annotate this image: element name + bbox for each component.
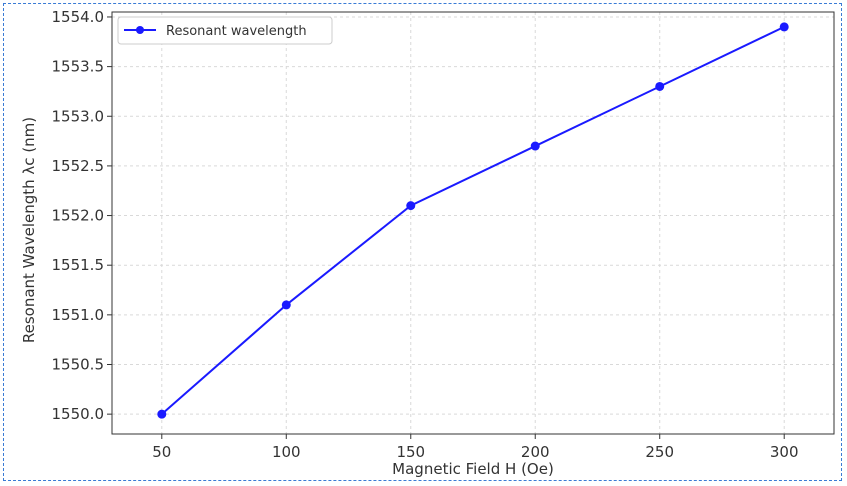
x-tick-label: 50 (152, 443, 171, 461)
y-tick-label: 1553.0 (52, 107, 105, 125)
data-point (779, 22, 789, 32)
y-tick-label: 1554.0 (52, 8, 105, 26)
legend-box (117, 16, 333, 45)
y-tick-label: 1552.0 (52, 207, 105, 225)
plot-area (111, 11, 835, 435)
legend: Resonant wavelength (117, 16, 333, 45)
x-tick-label: 200 (521, 443, 550, 461)
y-axis: 1550.0 1550.5 1551.0 1551.5 1552.0 1552.5 1553… (52, 8, 112, 423)
y-tick-label: 1550.5 (52, 355, 105, 373)
x-axis: 50 100 150 200 250 300 (152, 434, 799, 461)
data-point (281, 300, 291, 310)
y-axis-label: Resonant Wavelength λc (nm) (20, 117, 38, 343)
legend-label: Resonant wavelength (166, 24, 307, 39)
grid-lines (112, 12, 834, 434)
y-tick-label: 1551.5 (52, 256, 105, 274)
x-tick-label: 300 (770, 443, 799, 461)
series-layer (157, 22, 789, 419)
data-point (157, 409, 167, 419)
x-axis-label: Magnetic Field H (Oe) (392, 460, 554, 478)
data-point (406, 201, 416, 211)
y-tick-label: 1553.5 (52, 58, 105, 76)
legend-point-marker (136, 26, 144, 34)
data-point (530, 141, 540, 151)
x-tick-label: 100 (272, 443, 301, 461)
x-tick-label: 250 (645, 443, 674, 461)
y-tick-label: 1550.0 (52, 405, 105, 423)
x-tick-label: 150 (396, 443, 425, 461)
y-tick-label: 1551.0 (52, 306, 105, 324)
y-tick-label: 1552.5 (52, 157, 105, 175)
chart-frame (3, 3, 842, 481)
data-point (655, 81, 665, 91)
series-line (161, 25, 785, 415)
